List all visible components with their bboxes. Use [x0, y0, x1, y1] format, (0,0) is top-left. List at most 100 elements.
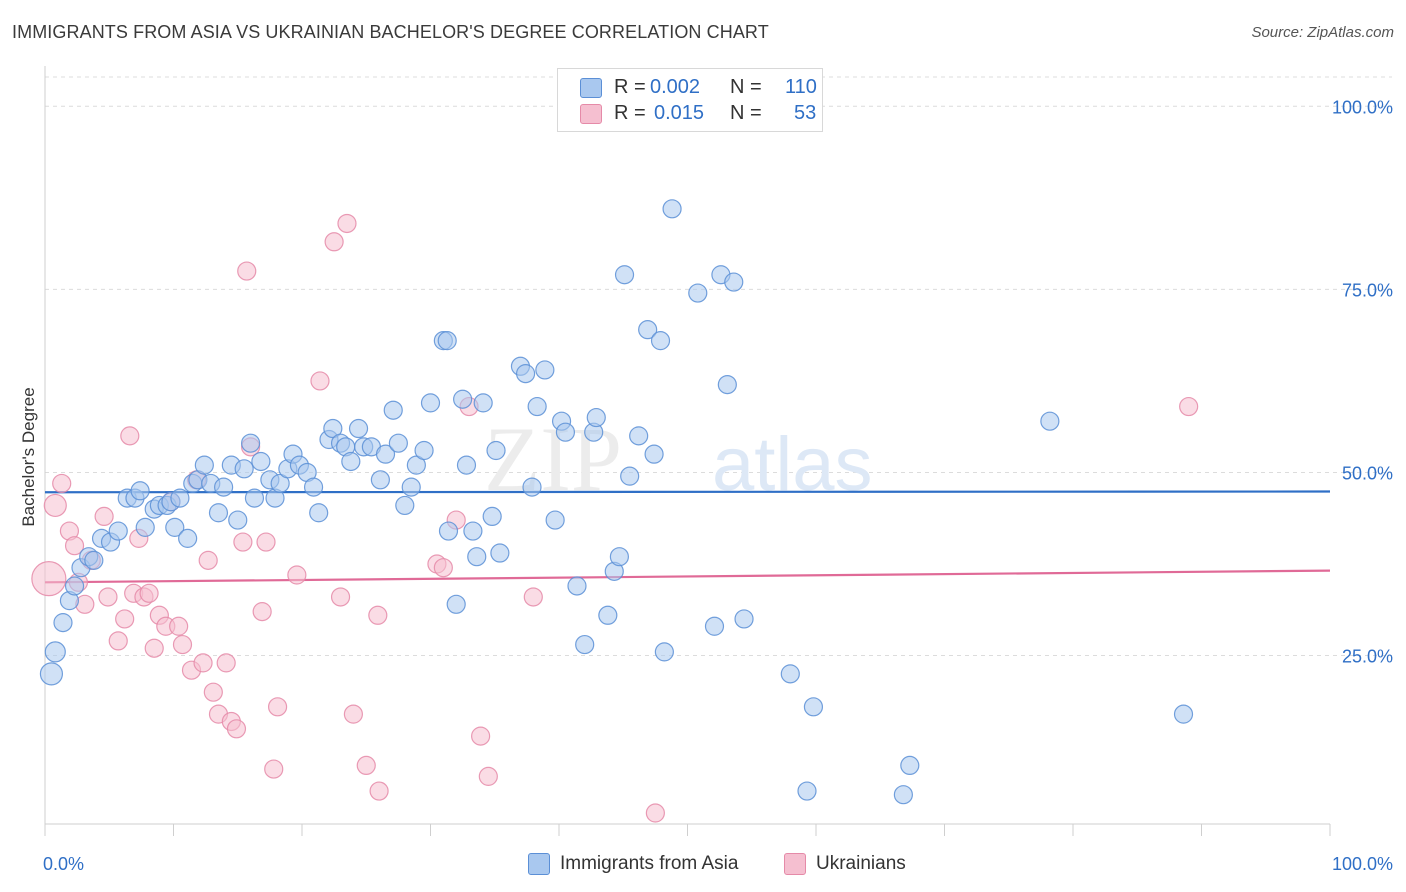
point-asia [1040, 411, 1060, 431]
point-asia [303, 477, 324, 497]
point-asia [437, 331, 457, 351]
x-tick-label: 100.0% [1332, 854, 1393, 874]
point-ukrainians [43, 493, 67, 518]
point-asia [348, 418, 369, 439]
point-ukrainians [120, 426, 140, 446]
x-tick-label: 0.0% [43, 854, 84, 874]
point-ukrainians [98, 587, 118, 607]
point-asia [522, 477, 542, 497]
point-asia [108, 521, 128, 541]
point-ukrainians [31, 561, 67, 597]
point-asia [482, 506, 502, 527]
point-asia [178, 528, 198, 548]
point-asia [467, 547, 487, 567]
point-ukrainians [369, 781, 389, 801]
point-asia [401, 477, 421, 497]
point-ukrainians [337, 213, 357, 234]
point-asia [251, 451, 271, 472]
point-asia [717, 374, 737, 395]
point-asia [724, 272, 744, 292]
point-ukrainians [478, 766, 498, 786]
point-ukrainians [226, 719, 247, 739]
point-asia [39, 662, 64, 686]
point-ukrainians [169, 616, 189, 636]
source-credit: Source: ZipAtlas.com [1251, 24, 1394, 41]
n-label: N = [730, 102, 762, 124]
point-ukrainians [52, 473, 72, 494]
point-asia [598, 605, 618, 625]
y-tick-label: 100.0% [1332, 97, 1393, 117]
point-asia [194, 455, 214, 475]
asia-swatch [580, 78, 602, 98]
r-value: 0.002 [650, 76, 701, 98]
point-asia [165, 517, 185, 537]
point-asia [453, 389, 473, 409]
point-asia [780, 664, 800, 684]
point-asia [414, 440, 434, 461]
n-value: 110 [785, 76, 817, 98]
legend-label-ukrainians: Ukrainians [816, 853, 906, 874]
point-asia [456, 455, 477, 475]
data-points [31, 199, 1199, 823]
point-asia [395, 495, 415, 516]
point-ukrainians [368, 605, 388, 625]
point-asia [208, 503, 229, 523]
ukrainians-swatch [784, 853, 806, 875]
point-ukrainians [471, 726, 491, 746]
point-asia [446, 594, 466, 614]
point-asia [638, 320, 658, 340]
point-ukrainians [237, 261, 257, 281]
y-tick-label: 75.0% [1342, 280, 1393, 300]
point-asia [555, 422, 576, 442]
point-asia [688, 283, 708, 303]
r-label: R = [614, 102, 646, 124]
point-ukrainians [264, 759, 284, 779]
point-asia [654, 642, 674, 662]
point-asia [214, 477, 234, 497]
point-asia [241, 433, 261, 453]
point-asia [370, 470, 390, 490]
point-asia [515, 364, 536, 384]
point-ukrainians [287, 565, 307, 585]
point-ukrainians [94, 506, 114, 527]
point-asia [130, 481, 150, 501]
point-ukrainians [1179, 396, 1199, 417]
point-asia [170, 488, 190, 508]
point-ukrainians [64, 536, 85, 556]
point-ukrainians [267, 697, 288, 717]
point-asia [420, 393, 441, 413]
point-asia [228, 510, 248, 530]
point-ukrainians [198, 550, 218, 570]
point-asia [388, 433, 408, 453]
point-ukrainians [203, 682, 223, 702]
point-asia [586, 407, 606, 428]
point-asia [1173, 704, 1194, 724]
point-ukrainians [233, 532, 253, 552]
point-asia [797, 781, 817, 801]
point-asia [53, 613, 73, 633]
point-ukrainians [256, 532, 276, 552]
y-axis-label: Bachelor's Degree [19, 387, 38, 526]
y-tick-label: 25.0% [1342, 647, 1393, 667]
chart-title: IMMIGRANTS FROM ASIA VS UKRAINIAN BACHEL… [12, 22, 769, 42]
point-ukrainians [645, 803, 665, 823]
point-asia [341, 451, 361, 472]
point-asia [438, 521, 459, 541]
point-asia [620, 466, 640, 486]
point-asia [629, 426, 649, 446]
point-asia [527, 396, 547, 417]
r-value: 0.015 [654, 102, 705, 124]
tick-labels: 25.0% 50.0% 75.0% 100.0% 0.0% 100.0% [43, 97, 1393, 874]
point-ukrainians [356, 755, 376, 776]
point-ukrainians [252, 602, 272, 622]
r-label: R = [614, 76, 646, 98]
point-ukrainians [330, 587, 351, 607]
watermark-atlas: atlas [712, 422, 873, 507]
point-ukrainians [310, 371, 330, 391]
point-asia [44, 641, 66, 663]
point-asia [375, 444, 396, 464]
trend-line-asia [44, 490, 1331, 494]
point-ukrainians [108, 631, 128, 651]
point-asia [135, 517, 155, 537]
point-asia [84, 550, 104, 570]
